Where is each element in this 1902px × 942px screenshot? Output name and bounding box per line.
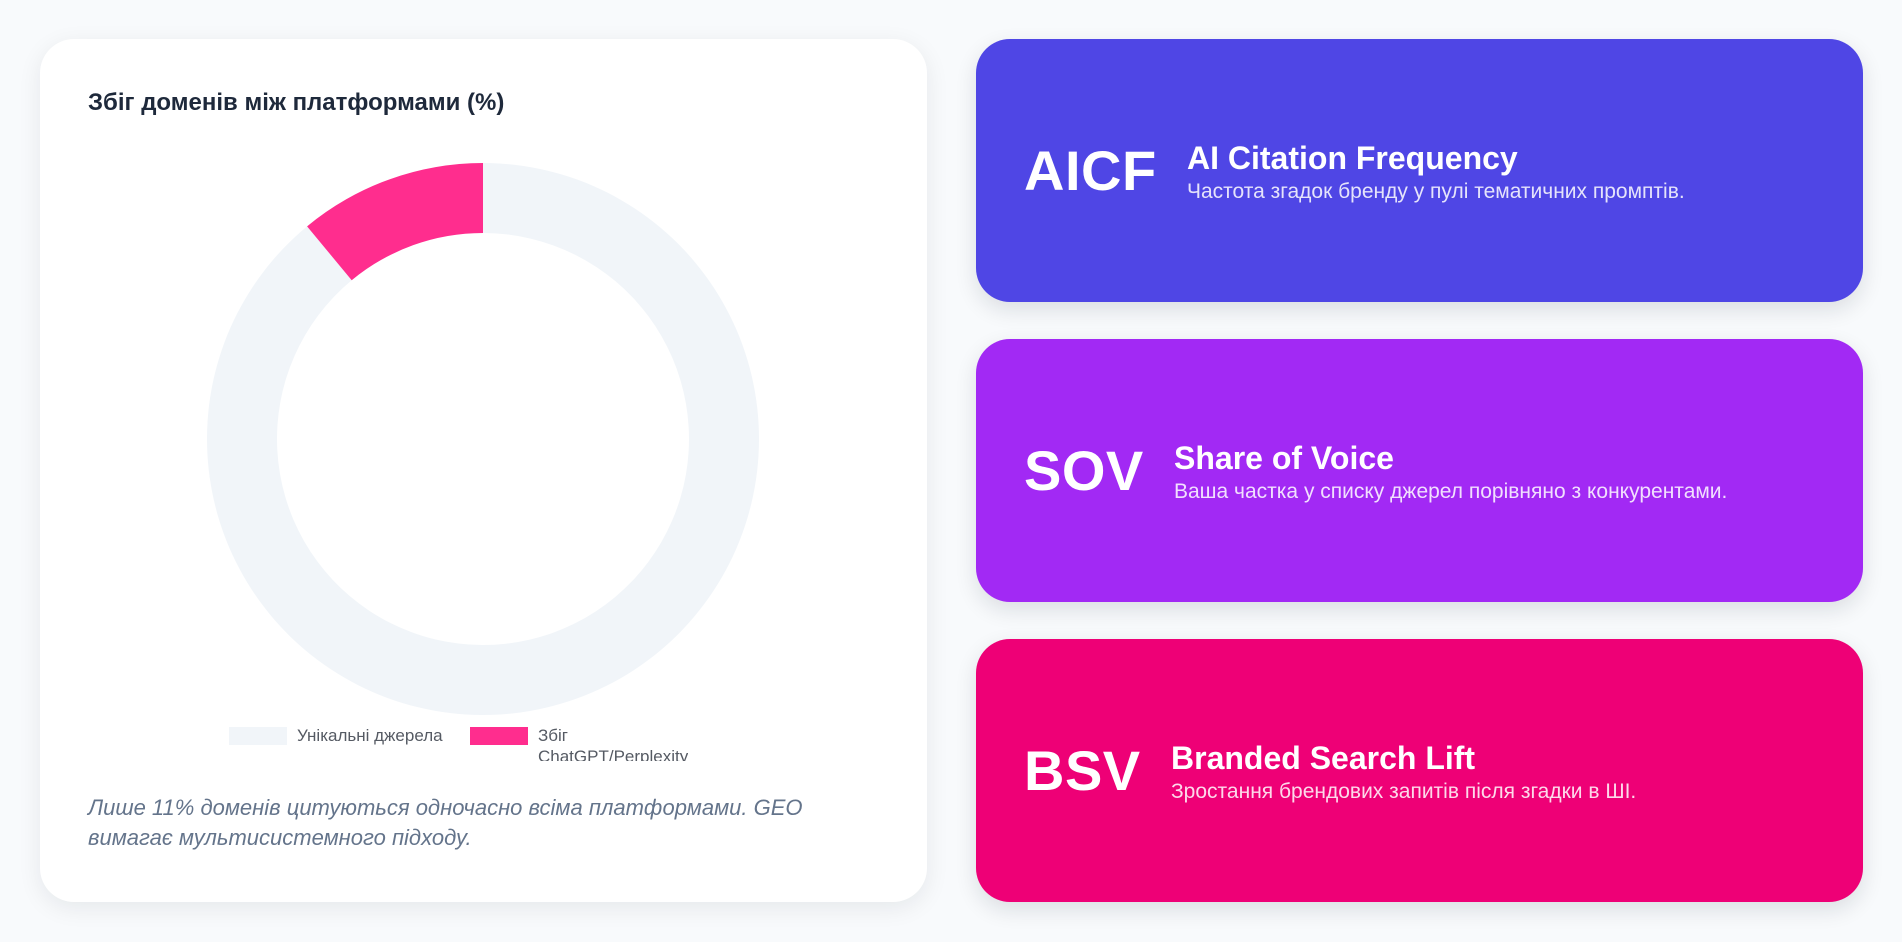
metric-abbr: BSV [1024,739,1141,802]
chart-title: Збіг доменів між платформами (%) [88,89,505,116]
metric-description: Частота згадок бренду у пулі тематичних … [1187,180,1685,203]
chart-card: Збіг доменів між платформами (%) Унікаль… [40,39,927,902]
chart-footnote: Лише 11% доменів цитуються одночасно всі… [88,795,803,850]
metric-name: Branded Search Lift [1171,740,1476,776]
metric-description: Зростання брендових запитів після згадки… [1171,780,1637,803]
metric-card-bsv: BSV Branded Search Lift Зростання брендо… [976,639,1863,902]
doughnut-chart [207,163,760,745]
legend-swatch-unique[interactable] [229,727,287,745]
metric-card-aicf: AICF AI Citation Frequency Частота згадо… [976,39,1863,302]
metric-abbr: SOV [1024,439,1144,502]
metric-description: Ваша частка у списку джерел порівняно з … [1174,480,1728,503]
doughnut-slices [207,163,760,715]
legend-swatch-overlap[interactable] [470,727,528,745]
metric-card-sov: SOV Share of Voice Ваша частка у списку … [976,339,1863,602]
metric-name: Share of Voice [1174,440,1394,476]
slice-unique-sources[interactable] [207,163,760,715]
legend-label-overlap[interactable]: Збіг ChatGPT/Perplexity [538,726,688,761]
metric-abbr: AICF [1024,139,1157,202]
metric-name: AI Citation Frequency [1187,140,1518,176]
slice-overlap[interactable] [307,163,483,281]
legend-label-unique[interactable]: Унікальні джерела [297,726,443,745]
